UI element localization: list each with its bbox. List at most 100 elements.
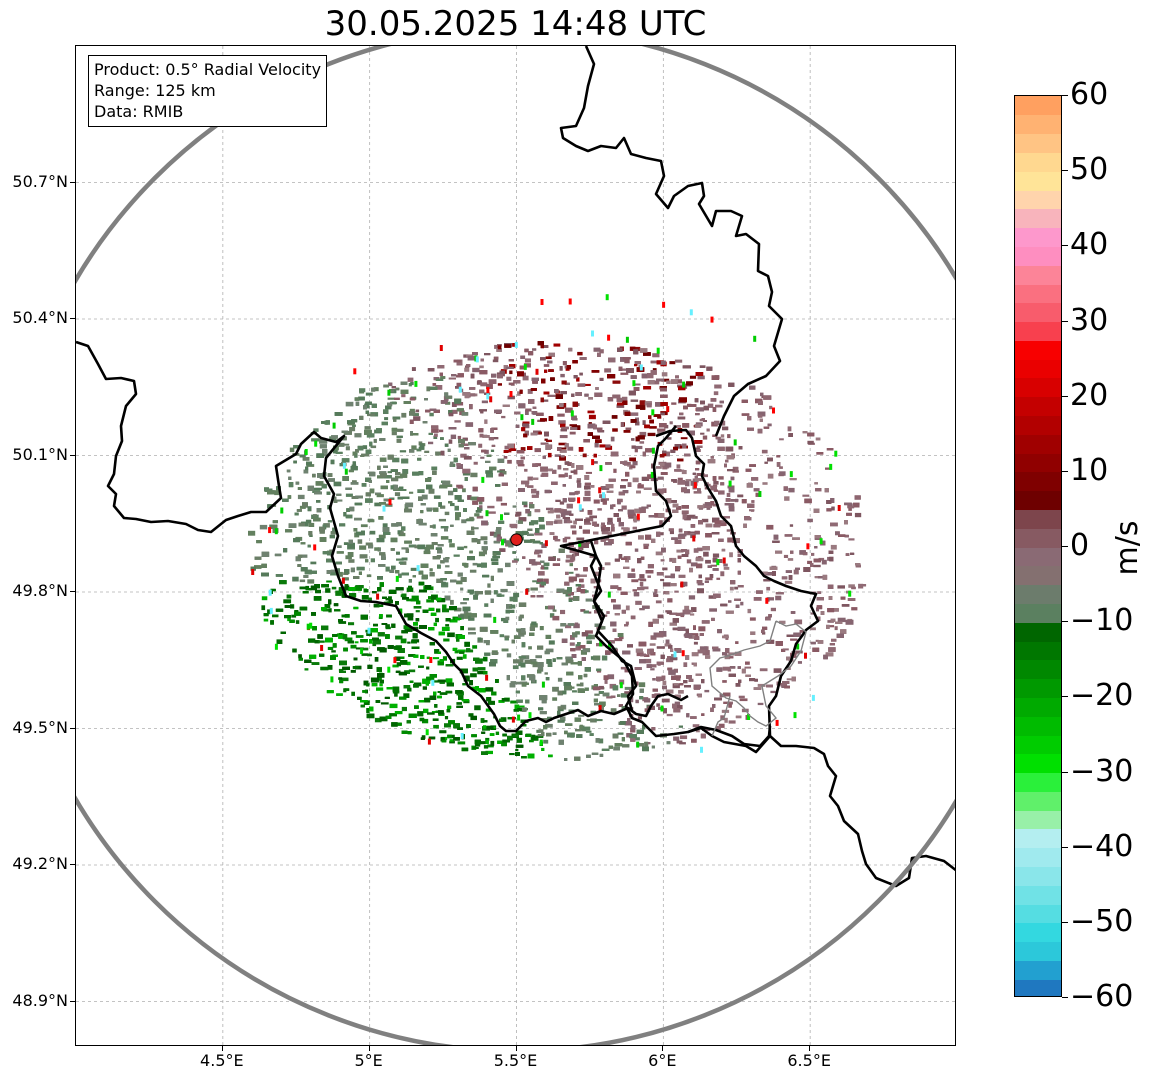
echo-pixel (457, 435, 462, 439)
echo-pixel (680, 735, 688, 740)
echo-pixel (515, 748, 519, 752)
echo-pixel (471, 686, 479, 690)
echo-pixel (683, 662, 688, 667)
echo-pixel (328, 608, 332, 613)
echo-pixel (487, 505, 495, 509)
echo-pixel (854, 512, 862, 518)
echo-pixel (766, 586, 771, 591)
echo-pixel (630, 399, 639, 402)
echo-pixel (761, 449, 768, 454)
echo-pixel (810, 612, 815, 615)
echo-pixel (521, 756, 527, 759)
echo-pixel (355, 647, 364, 650)
echo-pixel (485, 737, 490, 741)
echo-pixel (560, 447, 567, 450)
echo-pixel (604, 562, 611, 566)
echo-pixel (579, 525, 583, 529)
echo-pixel (434, 680, 442, 683)
echo-pixel (710, 564, 717, 567)
echo-pixel (363, 700, 370, 705)
echo-pixel (616, 404, 625, 408)
echo-pixel (449, 740, 455, 744)
map-panel[interactable] (75, 45, 956, 1046)
echo-pixel (563, 510, 572, 516)
echo-pixel (716, 577, 721, 580)
echo-pixel (546, 507, 554, 511)
echo-pixel (624, 686, 633, 690)
echo-pixel (483, 745, 489, 749)
echo-pixel (307, 579, 315, 584)
echo-pixel (816, 607, 819, 612)
echo-pixel (589, 515, 597, 519)
echo-pixel (534, 561, 542, 565)
echo-pixel (653, 414, 661, 417)
echo-pixel (750, 631, 756, 635)
echo-pixel (674, 590, 679, 593)
echo-pixel (562, 589, 570, 595)
echo-pixel (513, 558, 519, 562)
echo-pixel (440, 560, 445, 564)
echo-pixel (534, 448, 541, 453)
echo-pixel (426, 656, 430, 659)
echo-pixel (477, 380, 482, 383)
echo-pixel (463, 456, 472, 460)
echo-pixel (585, 598, 593, 602)
echo-pixel (655, 600, 662, 604)
echo-pixel (631, 568, 635, 572)
echo-pixel (470, 715, 477, 721)
echo-pixel (380, 702, 389, 705)
echo-pixel (813, 564, 821, 568)
echo-pixel (442, 656, 447, 661)
echo-pixel (527, 389, 533, 394)
echo-pixel (802, 494, 810, 497)
echo-pixel (517, 391, 521, 396)
echo-pixel (507, 459, 512, 464)
echo-pixel (787, 558, 794, 561)
echo-pixel (472, 527, 479, 530)
echo-pixel (287, 616, 291, 622)
echo-pixel (528, 646, 532, 650)
echo-pixel (378, 616, 383, 619)
echo-pixel (455, 516, 460, 521)
echo-pixel (552, 686, 559, 692)
echo-pixel (714, 384, 722, 389)
echo-pixel (578, 584, 585, 588)
echo-pixel (554, 508, 562, 513)
echo-pixel (411, 595, 419, 599)
echo-pixel (433, 435, 438, 439)
echo-pixel (775, 595, 782, 601)
echo-pixel (341, 677, 349, 682)
echo-pixel (463, 610, 469, 615)
echo-pixel (518, 616, 522, 621)
echo-pixel (759, 668, 768, 672)
echo-pixel (398, 532, 406, 537)
echo-pixel (410, 567, 417, 571)
echo-pixel (749, 678, 756, 682)
echo-pixel (431, 711, 438, 713)
echo-pixel (398, 561, 404, 564)
echo-pixel (652, 368, 657, 371)
echo-pixel (423, 550, 431, 555)
echo-pixel (646, 504, 651, 508)
echo-pixel (538, 571, 545, 576)
echo-pixel (780, 683, 788, 687)
echo-pixel (447, 632, 455, 638)
echo-pixel (601, 498, 609, 501)
echo-pixel (821, 559, 827, 565)
echo-pixel (635, 436, 640, 442)
echo-pixel (519, 658, 524, 663)
echo-pixel (599, 444, 606, 448)
echo-pixel (578, 545, 584, 551)
echo-pixel (652, 678, 656, 681)
echo-pixel (248, 530, 256, 536)
echo-pixel (411, 646, 420, 649)
echo-pixel (338, 668, 344, 672)
echo-pixel (350, 644, 357, 649)
echo-pixel (516, 460, 524, 465)
echo-pixel (639, 431, 647, 437)
echo-pixel (740, 601, 744, 606)
echo-pixel (607, 397, 614, 402)
echo-pixel (529, 659, 537, 664)
echo-pixel (369, 530, 376, 535)
echo-pixel (335, 499, 343, 502)
